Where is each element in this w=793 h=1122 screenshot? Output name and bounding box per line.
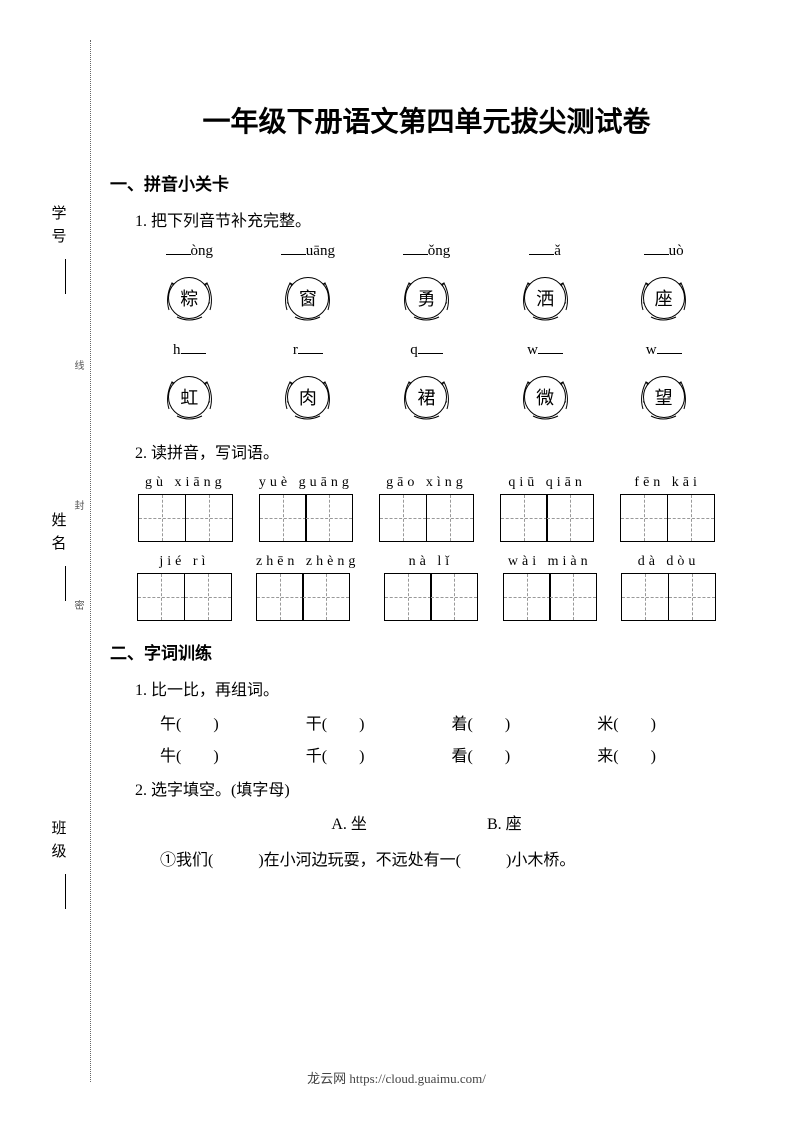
pinyin-row-1: òng 粽uāng 窗ǒng 勇ǎ 洒uò 座 bbox=[130, 241, 723, 330]
label-xuehao: 学号 bbox=[48, 205, 69, 251]
compare-item: 着( ) bbox=[452, 710, 598, 734]
word-item: dà dòu bbox=[621, 554, 716, 621]
label-banji: 班级 bbox=[48, 820, 69, 866]
side-labels: 学号 姓名 班级 bbox=[35, 100, 95, 1022]
compare-item: 午( ) bbox=[160, 710, 306, 734]
question-1-1: 1. 把下列音节补充完整。 bbox=[135, 207, 743, 231]
word-item: nà lǐ bbox=[384, 554, 479, 621]
pinyin-row-2: h 虹r 肉q 裙w 微w 望 bbox=[130, 340, 723, 429]
compare-row-2: 牛( )千( )看( )来( ) bbox=[160, 742, 743, 766]
question-2-2: 2. 选字填空。(填字母) bbox=[135, 776, 743, 800]
seal-char-3: 密 bbox=[70, 600, 85, 610]
compare-item: 米( ) bbox=[597, 710, 743, 734]
pinyin-item: h 虹 bbox=[139, 340, 239, 429]
word-item: wài miàn bbox=[503, 554, 598, 621]
compare-item: 牛( ) bbox=[160, 742, 306, 766]
compare-row-1: 午( )干( )着( )米( ) bbox=[160, 710, 743, 734]
compare-item: 千( ) bbox=[306, 742, 452, 766]
word-item: gāo xìng bbox=[379, 475, 474, 542]
page-title: 一年级下册语文第四单元拔尖测试卷 bbox=[110, 100, 743, 140]
pinyin-item: uāng 窗 bbox=[258, 241, 358, 330]
seal-char-1: 线 bbox=[70, 360, 85, 370]
question-2-1: 1. 比一比，再组词。 bbox=[135, 676, 743, 700]
word-item: gù xiāng bbox=[138, 475, 233, 542]
pinyin-item: w 微 bbox=[495, 340, 595, 429]
section-1-heading: 一、拼音小关卡 bbox=[110, 170, 743, 195]
compare-item: 来( ) bbox=[597, 742, 743, 766]
question-1-2: 2. 读拼音，写词语。 bbox=[135, 439, 743, 463]
compare-item: 看( ) bbox=[452, 742, 598, 766]
section-2-heading: 二、字词训练 bbox=[110, 639, 743, 664]
fill-sentence-1: ①我们()在小河边玩耍，不远处有一()小木桥。 bbox=[160, 846, 743, 870]
choice-b: B. 座 bbox=[487, 810, 522, 834]
footer: 龙云网 https://cloud.guaimu.com/ bbox=[0, 1068, 793, 1087]
pinyin-item: w 望 bbox=[614, 340, 714, 429]
word-item: yuè guāng bbox=[259, 475, 354, 542]
label-xingming: 姓名 bbox=[48, 512, 69, 558]
choice-a: A. 坐 bbox=[331, 810, 367, 834]
word-row-1: gù xiāng yuè guāng gāo xìng qiū qiān fēn kāi bbox=[125, 475, 728, 542]
seal-char-2: 封 bbox=[70, 500, 85, 510]
pinyin-item: ǎ 洒 bbox=[495, 241, 595, 330]
choice-row: A. 坐 B. 座 bbox=[110, 810, 743, 834]
pinyin-item: òng 粽 bbox=[139, 241, 239, 330]
word-row-2: jié rì zhēn zhèng nà lǐ wài miàn dà dòu bbox=[125, 554, 728, 621]
compare-item: 干( ) bbox=[306, 710, 452, 734]
word-item: fēn kāi bbox=[620, 475, 715, 542]
word-item: qiū qiān bbox=[500, 475, 595, 542]
word-item: jié rì bbox=[137, 554, 232, 621]
pinyin-item: q 裙 bbox=[376, 340, 476, 429]
pinyin-item: ǒng 勇 bbox=[376, 241, 476, 330]
pinyin-item: uò 座 bbox=[614, 241, 714, 330]
pinyin-item: r 肉 bbox=[258, 340, 358, 429]
word-item: zhēn zhèng bbox=[256, 554, 359, 621]
